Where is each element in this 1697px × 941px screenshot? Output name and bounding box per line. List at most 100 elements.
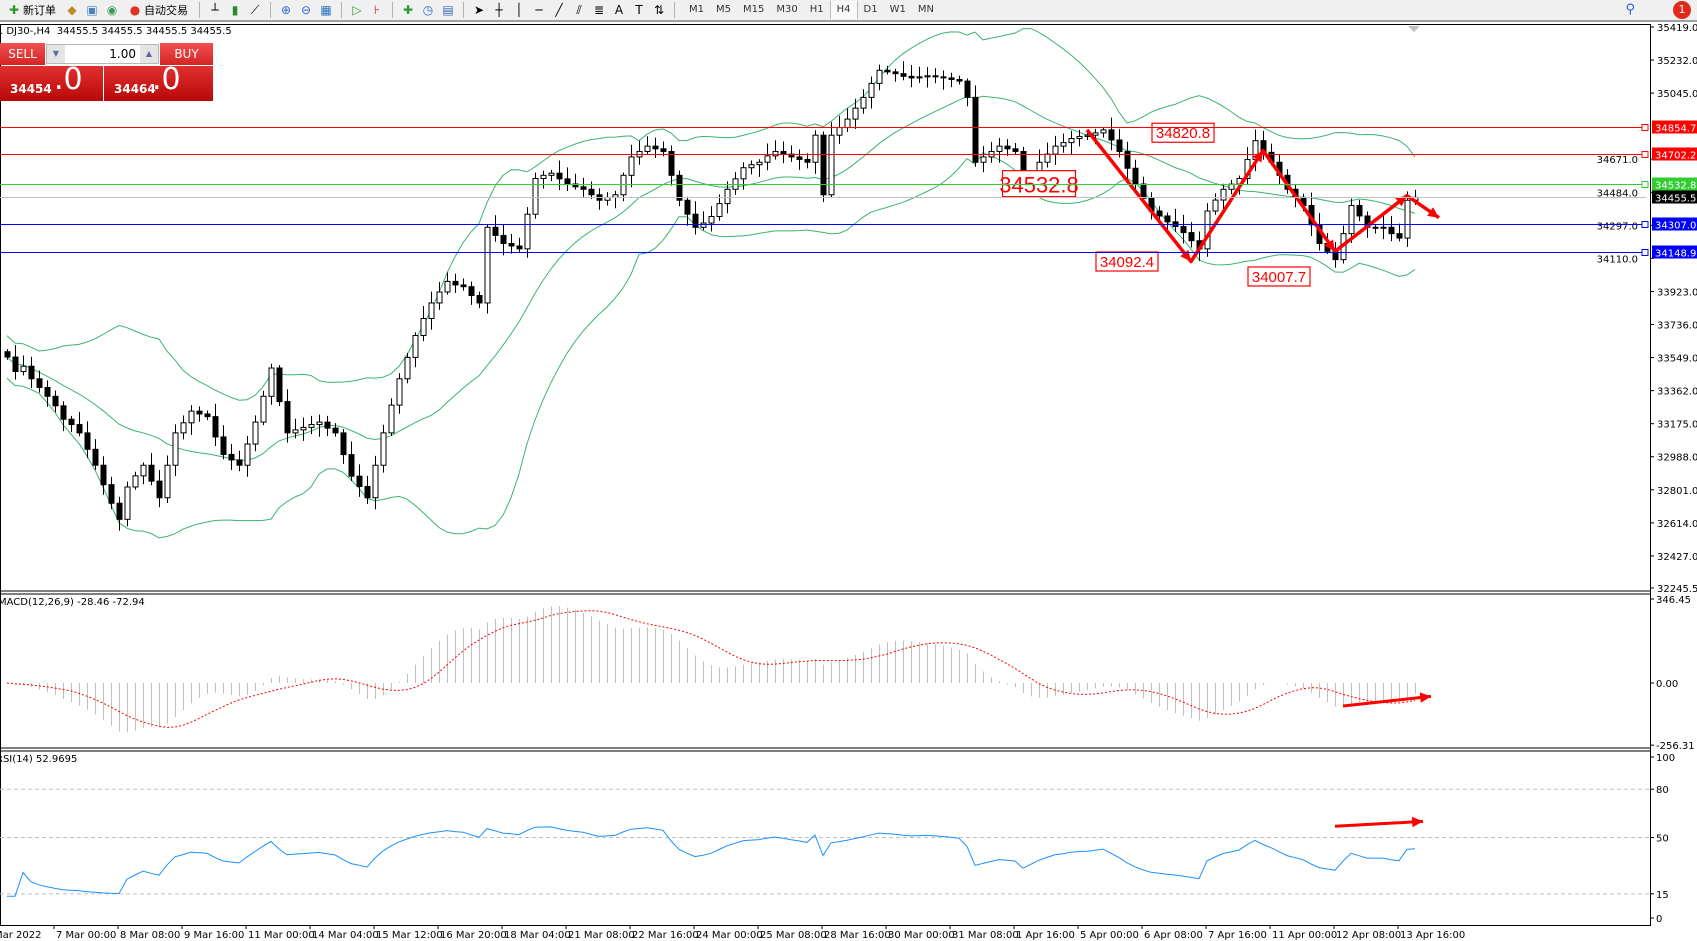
buy-button[interactable]: BUY	[160, 43, 213, 65]
candle	[540, 174, 547, 179]
arrow-head-icon	[1427, 207, 1439, 218]
candle	[764, 155, 771, 163]
chart-shift-icon[interactable]: ⊦	[373, 3, 381, 17]
divider	[341, 2, 342, 18]
horizontal-line-icon[interactable]: ─	[535, 3, 543, 17]
candle	[876, 69, 883, 84]
macd-tick-label: 346.45	[1656, 595, 1691, 606]
price-tick-label: 32614.0	[1657, 519, 1697, 530]
timeframe-mn[interactable]: MN	[917, 4, 934, 15]
chart-symbol: DJ30-,H4	[6, 26, 51, 37]
decrease-lots-button[interactable]: ▼	[47, 45, 65, 63]
bar-chart-icon[interactable]: ┴	[211, 3, 219, 17]
timeframe-w1[interactable]: W1	[889, 4, 906, 15]
candle	[12, 356, 19, 373]
price-tick-label: 34671.0	[1597, 155, 1638, 166]
candle	[140, 464, 147, 477]
candle	[52, 395, 59, 407]
crosshair-icon[interactable]: ┼	[495, 3, 503, 17]
price-label-box	[1247, 266, 1311, 287]
candle	[468, 286, 475, 297]
indicators-icon[interactable]: ✚	[402, 3, 414, 17]
signal-icon[interactable]: ◉	[106, 3, 118, 17]
search-icon[interactable]: ⚲	[1625, 2, 1635, 17]
candle	[196, 410, 203, 415]
templates-icon[interactable]: ▤	[442, 3, 454, 17]
price-tick-label: 33175.0	[1657, 420, 1697, 431]
line-chart-icon[interactable]: ⟋	[250, 3, 260, 17]
buy-price-button[interactable]: 34464.0	[104, 62, 213, 101]
autoscroll-icon[interactable]: ▷	[352, 3, 362, 17]
candle	[124, 486, 131, 520]
text-label-icon[interactable]: T	[635, 3, 643, 17]
arrow-head-icon	[1395, 195, 1407, 207]
chart-ohlc: 34455.5 34455.5 34455.5 34455.5	[56, 26, 232, 37]
candlestick-icon[interactable]: ▮	[231, 3, 239, 17]
equidistant-channel-icon[interactable]: ⫽	[576, 3, 582, 17]
increase-lots-button[interactable]: ▲	[140, 45, 158, 63]
timeframe-m30[interactable]: M30	[776, 4, 798, 15]
price-tick-label: 32427.0	[1657, 552, 1697, 563]
sell-price-button[interactable]: 34454.0	[0, 62, 103, 101]
chart-title: . DJ30-,H4 34455.5 34455.5 34455.5 34455…	[0, 26, 232, 37]
candle	[884, 69, 891, 73]
periods-clock-icon[interactable]: ◷	[422, 3, 434, 17]
time-label: 5 Apr 00:00	[1080, 930, 1139, 941]
candle	[708, 216, 715, 224]
price-label: 34092.4	[1100, 254, 1154, 271]
time-label: 9 Mar 16:00	[184, 930, 244, 941]
auto-trading-button[interactable]: ● 自动交易	[125, 1, 191, 19]
candle	[508, 243, 515, 247]
zoom-out-icon[interactable]: ⊖	[300, 3, 312, 17]
sell-button[interactable]: SELL	[0, 43, 45, 65]
macd-arrow-line	[1342, 694, 1432, 708]
notification-badge[interactable]: 1	[1673, 1, 1691, 19]
candle	[836, 127, 843, 136]
candle	[204, 413, 211, 418]
timeframe-m1[interactable]: M1	[689, 4, 704, 15]
price-line-tag	[1652, 177, 1697, 191]
bollinger-lower	[6, 151, 1416, 539]
time-label: 6 Apr 08:00	[1144, 930, 1203, 941]
candle	[1180, 226, 1187, 234]
candle	[388, 404, 395, 434]
lots-input[interactable]	[65, 45, 140, 63]
candle	[100, 464, 107, 486]
cursor-icon[interactable]: ➤	[473, 3, 485, 17]
candle	[68, 418, 75, 426]
server-icon[interactable]: ▣	[86, 3, 98, 17]
candle	[268, 367, 275, 397]
zoom-in-icon[interactable]: ⊕	[280, 3, 292, 17]
timeframe-d1[interactable]: D1	[863, 4, 878, 15]
text-icon[interactable]: A	[614, 3, 624, 17]
timeframe-h4[interactable]: H4	[829, 1, 858, 19]
candle	[332, 427, 339, 434]
trendline-icon[interactable]: ╱	[555, 3, 563, 17]
arrows-icon[interactable]: ⇅	[653, 3, 665, 17]
vertical-line-icon[interactable]: │	[515, 3, 523, 17]
history-icon[interactable]: ◆	[67, 3, 77, 17]
candle	[748, 164, 755, 169]
tile-windows-icon[interactable]: ▦	[320, 3, 332, 17]
price-label: 34007.7	[1252, 269, 1306, 286]
time-label: 28 Mar 16:00	[824, 930, 891, 941]
timeframe-m5[interactable]: M5	[716, 4, 731, 15]
new-order-button[interactable]: ✚ 新订单	[4, 1, 59, 19]
price-line-tag-label: 34532.8	[1655, 181, 1696, 192]
time-label: 31 Mar 08:00	[952, 930, 1019, 941]
rsi-tick-label: 80	[1656, 785, 1669, 796]
price-label: 34532.8	[999, 173, 1079, 198]
rsi-line	[7, 826, 1416, 897]
timeframe-m15[interactable]: M15	[743, 4, 765, 15]
candle	[76, 424, 83, 434]
price-line-tag-label: 34702.2	[1655, 151, 1696, 162]
candle	[756, 161, 763, 166]
macd-tick-label: 0.00	[1656, 679, 1678, 690]
buy-price: 34464	[114, 82, 156, 96]
fibonacci-icon[interactable]: ≣	[593, 3, 605, 17]
candle	[660, 148, 667, 152]
timeframe-h1[interactable]: H1	[809, 4, 824, 15]
time-label: 13 Apr 16:00	[1400, 930, 1465, 941]
price-line-tag	[1652, 245, 1697, 259]
